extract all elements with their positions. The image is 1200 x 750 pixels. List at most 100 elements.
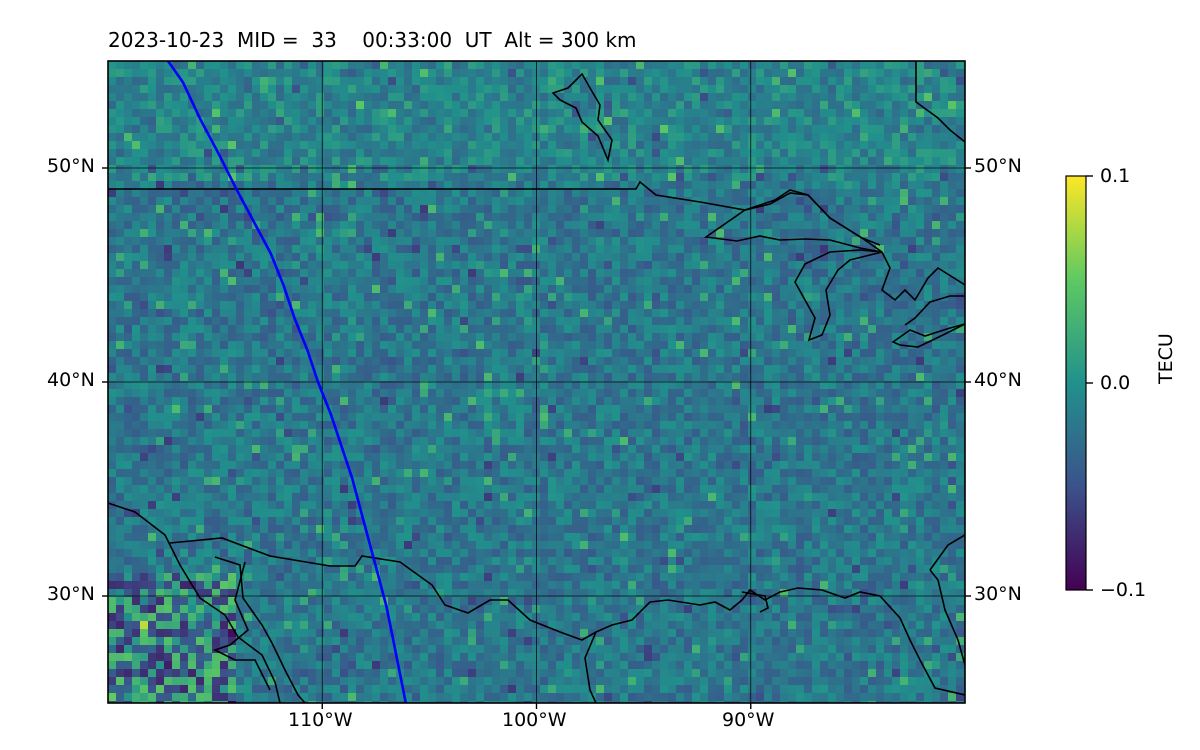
- tec-cell: [212, 197, 221, 206]
- tec-cell: [756, 165, 765, 174]
- tec-cell: [916, 421, 925, 430]
- tec-cell: [948, 117, 957, 126]
- tec-cell: [260, 269, 269, 278]
- tec-cell: [836, 213, 845, 222]
- tec-cell: [660, 109, 669, 118]
- tec-cell: [948, 245, 957, 254]
- tec-cell: [292, 85, 301, 94]
- tec-cell: [284, 181, 293, 190]
- tec-cell: [420, 101, 429, 110]
- tec-cell: [140, 149, 149, 158]
- tec-cell: [932, 69, 941, 78]
- tec-cell: [324, 101, 333, 110]
- tec-cell: [212, 373, 221, 382]
- tec-cell: [908, 349, 917, 358]
- tec-cell: [668, 389, 677, 398]
- tec-cell: [748, 157, 757, 166]
- tec-cell: [716, 293, 725, 302]
- tec-cell: [820, 357, 829, 366]
- tec-cell: [916, 93, 925, 102]
- tec-cell: [740, 405, 749, 414]
- tec-cell: [204, 389, 213, 398]
- tec-cell: [476, 309, 485, 318]
- tec-cell: [804, 77, 813, 86]
- tec-cell: [948, 301, 957, 310]
- tec-cell: [812, 245, 821, 254]
- tec-cell: [772, 85, 781, 94]
- tec-cell: [596, 325, 605, 334]
- tec-cell: [468, 413, 477, 422]
- tec-cell: [180, 117, 189, 126]
- tec-cell: [308, 213, 317, 222]
- tec-cell: [636, 93, 645, 102]
- tec-cell: [436, 229, 445, 238]
- tec-cell: [428, 181, 437, 190]
- tec-cell: [724, 269, 733, 278]
- tec-cell: [580, 373, 589, 382]
- tec-cell: [612, 253, 621, 262]
- tec-cell: [900, 221, 909, 230]
- tec-cell: [252, 141, 261, 150]
- tec-cell: [860, 77, 869, 86]
- tec-cell: [108, 93, 117, 102]
- tec-cell: [348, 229, 357, 238]
- tec-cell: [348, 325, 357, 334]
- tec-cell: [940, 213, 949, 222]
- tec-cell: [956, 197, 965, 206]
- tec-cell: [284, 341, 293, 350]
- tec-cell: [300, 237, 309, 246]
- tec-cell: [244, 381, 253, 390]
- tec-cell: [892, 325, 901, 334]
- tec-cell: [772, 117, 781, 126]
- tec-cell: [236, 165, 245, 174]
- tec-cell: [372, 269, 381, 278]
- tec-cell: [668, 357, 677, 366]
- tec-cell: [316, 341, 325, 350]
- tec-cell: [828, 213, 837, 222]
- tec-cell: [820, 317, 829, 326]
- tec-cell: [828, 389, 837, 398]
- tec-cell: [364, 213, 373, 222]
- tec-cell: [868, 157, 877, 166]
- tec-cell: [716, 373, 725, 382]
- tec-cell: [476, 357, 485, 366]
- tec-cell: [436, 61, 445, 70]
- tec-cell: [212, 125, 221, 134]
- tec-cell: [948, 189, 957, 198]
- tec-cell: [484, 349, 493, 358]
- tec-cell: [780, 333, 789, 342]
- tec-cell: [220, 261, 229, 270]
- tec-cell: [852, 373, 861, 382]
- tec-cell: [908, 93, 917, 102]
- tec-cell: [164, 173, 173, 182]
- tec-cell: [412, 61, 421, 70]
- tec-cell: [732, 157, 741, 166]
- tec-cell: [732, 245, 741, 254]
- tec-cell: [420, 237, 429, 246]
- tec-cell: [148, 69, 157, 78]
- tec-cell: [396, 301, 405, 310]
- tec-cell: [420, 205, 429, 214]
- tec-cell: [452, 349, 461, 358]
- tec-cell: [228, 109, 237, 118]
- tec-cell: [276, 389, 285, 398]
- tec-cell: [956, 381, 965, 390]
- tec-cell: [644, 421, 653, 430]
- tec-cell: [540, 165, 549, 174]
- tec-cell: [516, 245, 525, 254]
- tec-cell: [516, 373, 525, 382]
- tec-cell: [428, 237, 437, 246]
- tec-cell: [924, 325, 933, 334]
- tec-cell: [956, 333, 965, 342]
- tec-cell: [348, 117, 357, 126]
- tec-cell: [732, 61, 741, 70]
- tec-cell: [116, 165, 125, 174]
- tec-cell: [260, 325, 269, 334]
- tec-cell: [220, 101, 229, 110]
- tec-cell: [684, 261, 693, 270]
- tec-cell: [628, 405, 637, 414]
- tec-cell: [652, 397, 661, 406]
- tec-cell: [356, 117, 365, 126]
- tec-cell: [340, 229, 349, 238]
- tec-cell: [284, 117, 293, 126]
